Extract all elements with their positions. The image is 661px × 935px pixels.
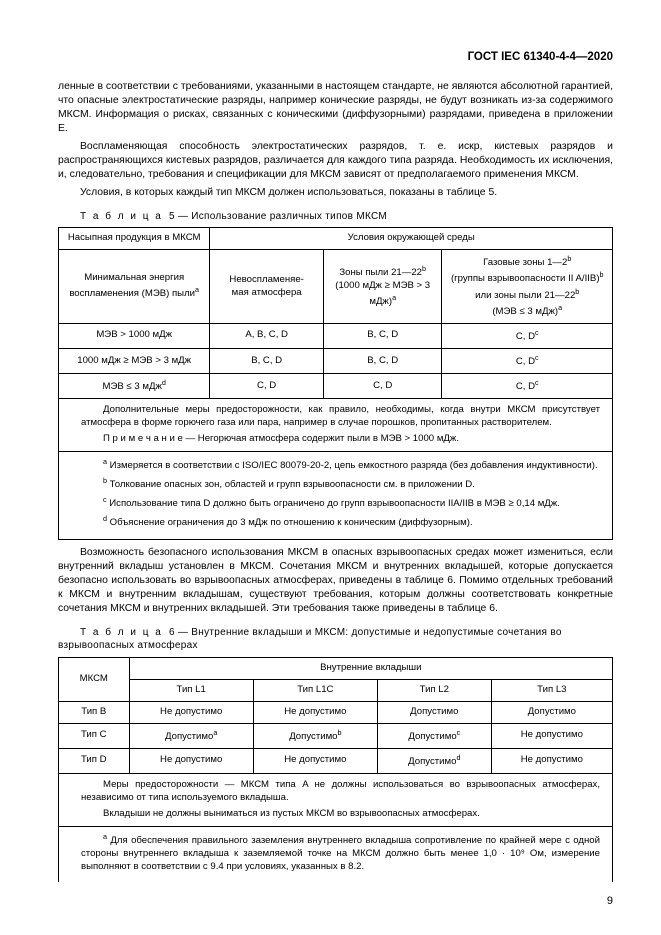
td: Допустимоc [377,723,491,748]
val: Допустимо [165,731,213,742]
val: C, D [516,331,535,342]
footnote: Объяснение ограничения до 3 мДж по отнош… [110,518,473,529]
td: C, Dc [442,374,613,399]
th: Невоспламеняе- мая атмосфера [210,250,324,324]
td: Допустимоb [253,723,377,748]
val: Допустимо [289,731,337,742]
table-footnotes: a Измеряется в соответствии с ISO/IEC 80… [59,452,613,540]
table-note: Дополнительные меры предосторожности, ка… [59,399,613,452]
table-6: МКСМ Внутренние вкладыши Тип L1 Тип L1C … [58,657,613,882]
th: Газовые зоны 1—2b (группы взрывоопасност… [442,250,613,324]
note-text: П р и м е ч а н и е — Негорючая атмосфер… [81,433,600,446]
table-note: Меры предосторожности — МКСМ типа A не д… [59,773,613,826]
td: A, B, C, D [210,323,324,348]
td: Допустимо [377,701,491,723]
td: B, C, D [323,323,442,348]
footnote: Измеряется в соответствии с ISO/IEC 8007… [110,460,598,471]
val: Допустимо [408,731,456,742]
th: Тип L2 [377,679,491,701]
th: Тип L1 [129,679,253,701]
td: МЭВ > 1000 мДж [59,323,210,348]
td: C, D [323,374,442,399]
table-caption: Т а б л и ц а 6 — Внутренние вкладыши и … [58,626,613,653]
td: Допустимоd [377,748,491,773]
page-number: 9 [607,894,613,909]
label: или зоны пыли 21—22 [475,290,575,301]
td: Не допустимо [491,723,612,748]
th: МКСМ [59,657,130,701]
caption-text: 5 — Использование различных типов МКСМ [169,211,387,222]
table-caption: Т а б л и ц а 5 — Использование различны… [58,210,613,224]
label: Газовые зоны 1—2 [483,258,567,269]
label: (МЭВ ≤ 3 мДж) [492,306,558,317]
td: C, D [210,374,324,399]
note-text: Дополнительные меры предосторожности, ка… [81,404,600,430]
td: Тип C [59,723,130,748]
document-header: ГОСТ IEC 61340-4-4—2020 [58,50,613,66]
td: B, C, D [323,348,442,373]
table-5: Насыпная продукция в МКСМ Условия окружа… [58,227,613,539]
th: Условия окружающей среды [210,228,613,250]
td: Не допустимо [129,701,253,723]
footnote: Для обеспечения правильного заземления в… [81,835,600,872]
td: Тип B [59,701,130,723]
body-paragraph: Условия, в которых каждый тип МКСМ долже… [58,186,613,200]
label: Зоны пыли 21—22 [339,267,422,278]
footnote: Использование типа D должно быть огранич… [109,498,560,509]
td: МЭВ ≤ 3 мДжd [59,374,210,399]
td: 1000 мДж ≥ МЭВ > 3 мДж [59,348,210,373]
td: Тип D [59,748,130,773]
val: МЭВ ≤ 3 мДж [102,381,161,392]
body-paragraph: Воспламеняющая способность электростатич… [58,140,613,182]
note-text: Меры предосторожности — МКСМ типа A не д… [81,779,600,805]
note-text: Вкладыши не должны выниматься из пустых … [81,808,600,821]
td: Не допустимо [491,748,612,773]
val: C, D [516,356,535,367]
label: Невоспламеняе- [229,274,303,285]
th: Минимальная энергия воспламенения (МЭВ) … [59,250,210,324]
label: (группы взрывоопасности II A/IIB) [451,274,600,285]
body-paragraph: Возможность безопасного использования МК… [58,546,613,616]
td: C, Dc [442,323,613,348]
td: Не допустимо [253,748,377,773]
td: Допустимоa [129,723,253,748]
label: Минимальная энергия [84,272,184,283]
caption-prefix: Т а б л и ц а [80,627,163,638]
td: Допустимо [491,701,612,723]
th: Зоны пыли 21—22b (1000 мДж ≥ МЭВ > 3 мДж… [323,250,442,324]
val: Допустимо [408,756,456,767]
caption-prefix: Т а б л и ц а [80,211,163,222]
label: воспламенения (МЭВ) пыли [69,288,195,299]
label: (1000 мДж ≥ МЭВ > 3 мДж) [335,280,430,307]
td: Не допустимо [129,748,253,773]
td: B, C, D [210,348,324,373]
th: Внутренние вкладыши [129,657,612,679]
table-footnotes: a Для обеспечения правильного заземления… [59,826,613,882]
val: C, D [516,381,535,392]
th: Тип L3 [491,679,612,701]
td: C, Dc [442,348,613,373]
th: Насыпная продукция в МКСМ [59,228,210,250]
body-paragraph: ленные в соответствии с требованиями, ук… [58,80,613,136]
label: мая атмосфера [232,287,302,298]
th: Тип L1C [253,679,377,701]
footnote: Толкование опасных зон, областей и групп… [110,479,475,490]
td: Не допустимо [253,701,377,723]
